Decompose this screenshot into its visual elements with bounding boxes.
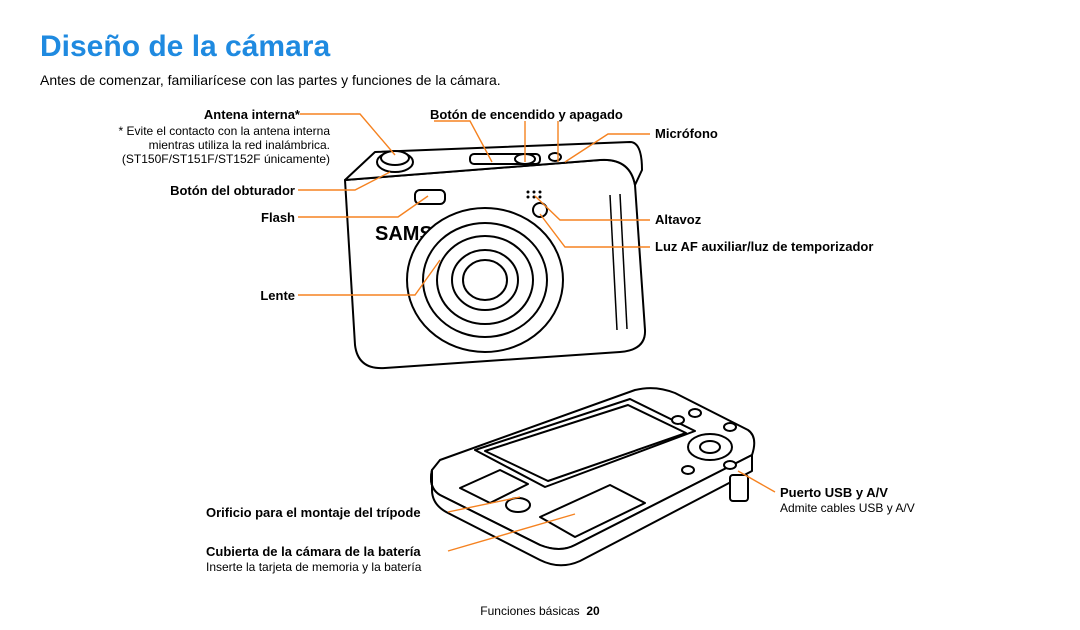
label-shutter: Botón del obturador — [0, 183, 295, 198]
page-subtitle: Antes de comenzar, familiarícese con las… — [40, 72, 501, 88]
label-microphone: Micrófono — [655, 126, 718, 141]
label-tripod: Orificio para el montaje del trípode — [206, 505, 421, 520]
label-antenna: Antena interna* — [0, 107, 300, 122]
label-power: Botón de encendido y apagado — [430, 107, 623, 122]
note-antenna: * Evite el contacto con la antena intern… — [60, 124, 330, 166]
sublabel-battery: Inserte la tarjeta de memoria y la bater… — [206, 560, 421, 574]
label-lens: Lente — [0, 288, 295, 303]
page-footer: Funciones básicas 20 — [0, 604, 1080, 618]
sublabel-usb: Admite cables USB y A/V — [780, 501, 915, 515]
label-speaker: Altavoz — [655, 212, 701, 227]
camera-back-diagram — [420, 385, 760, 575]
manual-page: Diseño de la cámara Antes de comenzar, f… — [0, 0, 1080, 630]
note-line: * Evite el contacto con la antena intern… — [60, 124, 330, 138]
footer-page: 20 — [586, 604, 599, 618]
label-flash: Flash — [0, 210, 295, 225]
label-usb: Puerto USB y A/V — [780, 485, 888, 500]
label-battery-cover: Cubierta de la cámara de la batería — [206, 544, 421, 559]
note-line: mientras utiliza la red inalámbrica. — [60, 138, 330, 152]
page-title: Diseño de la cámara — [40, 30, 330, 64]
footer-section: Funciones básicas — [480, 604, 579, 618]
note-line: (ST150F/ST151F/ST152F únicamente) — [60, 152, 330, 166]
label-aflamp: Luz AF auxiliar/luz de temporizador — [655, 239, 873, 254]
camera-front-diagram: SAMSUNG — [330, 140, 650, 370]
